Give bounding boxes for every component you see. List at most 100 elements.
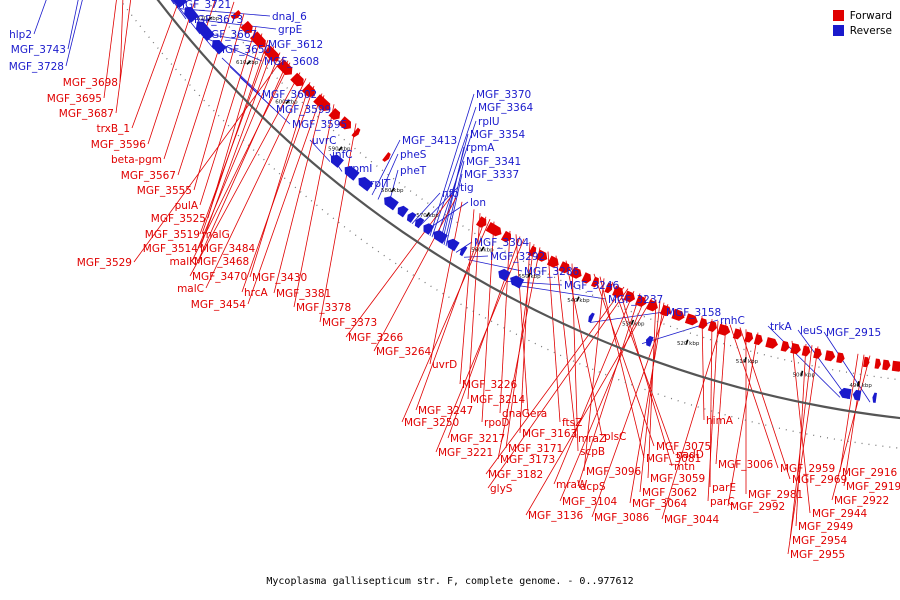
reverse-gene-label: dnaJ_6 <box>272 11 307 23</box>
leader-line <box>65 0 83 67</box>
leader-line <box>439 133 469 243</box>
forward-gene-label: MGF_3567 <box>121 170 176 182</box>
forward-gene <box>646 299 658 312</box>
forward-gene-label: MGF_3484 <box>200 243 256 255</box>
scale-tick <box>285 99 290 105</box>
leader-line <box>177 1 235 176</box>
leader-line <box>787 346 819 555</box>
reverse-gene-label: rnhC <box>720 315 745 327</box>
leader-line <box>249 82 311 278</box>
leader-line <box>729 324 779 469</box>
forward-gene-label: MGF_3006 <box>718 459 774 471</box>
leader-line <box>309 139 331 162</box>
reverse-gene-label: MGF_3673 <box>188 14 243 26</box>
reverse-gene-label: infC <box>332 149 353 161</box>
scale-tick-label: 550 kbp <box>518 274 541 280</box>
leader-line <box>661 322 723 520</box>
reverse-gene <box>433 230 448 244</box>
reverse-gene <box>184 7 199 23</box>
reverse-gene <box>330 154 344 168</box>
reverse-gene-label: MGF_3602 <box>262 89 317 101</box>
forward-gene <box>485 222 502 237</box>
scale-tick-label: 540 kbp <box>567 298 590 304</box>
leader-line <box>171 0 187 20</box>
forward-gene-label: hrcA <box>244 287 269 299</box>
reverse-gene-label: trkA <box>770 321 793 333</box>
forward-gene-label: nadD <box>676 449 704 461</box>
forward-gene-label: era <box>530 408 547 420</box>
leader-line <box>131 0 180 129</box>
forward-gene <box>660 304 672 317</box>
forward-gene <box>500 230 512 243</box>
forward-gene-label: mtn <box>674 461 695 473</box>
reverse-gene-label: MGF_3337 <box>464 169 519 181</box>
scale-tick <box>527 272 532 278</box>
forward-gene-label: MGF_2916 <box>842 467 898 479</box>
leader-line <box>345 195 453 338</box>
scale-tick-label: 570 kbp <box>416 213 439 219</box>
leader-line <box>67 0 79 50</box>
forward-gene-label: MGF_3136 <box>528 510 584 522</box>
forward-gene-label: MGF_3182 <box>488 469 543 481</box>
reverse-gene <box>872 392 877 403</box>
forward-gene-label: malG <box>202 229 230 241</box>
leader-line <box>639 301 661 493</box>
reverse-gene-label: MGF_2915 <box>826 327 881 339</box>
leader-line <box>170 0 175 5</box>
forward-gene <box>891 360 900 372</box>
forward-gene-label: MGF_2919 <box>846 481 900 493</box>
reverse-gene <box>397 205 409 218</box>
forward-gene <box>240 20 253 34</box>
scale-tick <box>480 246 485 252</box>
scale-tick <box>246 60 252 65</box>
reverse-gene-label: pheS <box>400 149 427 161</box>
legend: Forward Reverse <box>832 8 892 38</box>
forward-gene-label: MGF_3698 <box>63 77 118 89</box>
forward-gene-label: beta-pgm <box>111 154 162 166</box>
forward-gene-label: MGF_3171 <box>508 443 563 455</box>
forward-gene-label: mraZ <box>578 433 606 445</box>
forward-gene-label: glyS <box>490 483 513 495</box>
scale-tick <box>425 212 430 218</box>
leader-line <box>823 331 871 403</box>
leader-line <box>647 299 657 479</box>
forward-gene-label: MGF_3062 <box>642 487 697 499</box>
forward-gene <box>765 337 778 349</box>
forward-gene-label: MGF_3555 <box>137 185 192 197</box>
forward-gene-label: ftsZ <box>562 417 582 429</box>
reverse-gene-label: MGF_3237 <box>608 294 663 306</box>
leader-line <box>205 78 307 289</box>
legend-reverse-label: Reverse <box>849 24 892 37</box>
leader-line <box>555 255 577 439</box>
legend-forward-label: Forward <box>849 9 892 22</box>
forward-gene-label: MGF_3687 <box>59 108 114 120</box>
forward-gene-label: MGF_3430 <box>252 272 307 284</box>
forward-gene <box>671 308 685 321</box>
scale-tick <box>630 319 635 325</box>
reverse-gene <box>838 387 852 400</box>
leader-line <box>499 230 511 414</box>
forward-gene <box>780 340 790 352</box>
reverse-gene-label: MGF_3370 <box>476 89 531 101</box>
forward-gene-label: MGF_3250 <box>404 417 459 429</box>
leader-line <box>377 153 399 200</box>
reverse-gene <box>358 177 374 192</box>
leader-line <box>525 298 653 516</box>
leader-line <box>617 284 673 467</box>
reverse-gene-label: MGF_3728 <box>9 61 64 73</box>
leader-line <box>767 325 841 398</box>
reverse-gene <box>852 389 862 401</box>
reverse-gene <box>498 268 511 282</box>
leader-line <box>239 77 291 125</box>
leader-line <box>789 345 813 541</box>
leader-line <box>571 263 579 452</box>
leader-line <box>441 146 465 244</box>
forward-gene <box>476 216 487 228</box>
reverse-gene-label: leuS <box>800 325 823 337</box>
leader-line <box>467 213 481 400</box>
forward-gene <box>313 94 331 111</box>
forward-gene <box>351 127 361 138</box>
reverse-gene <box>196 21 215 42</box>
forward-gene-label: MGF_3373 <box>322 317 377 329</box>
